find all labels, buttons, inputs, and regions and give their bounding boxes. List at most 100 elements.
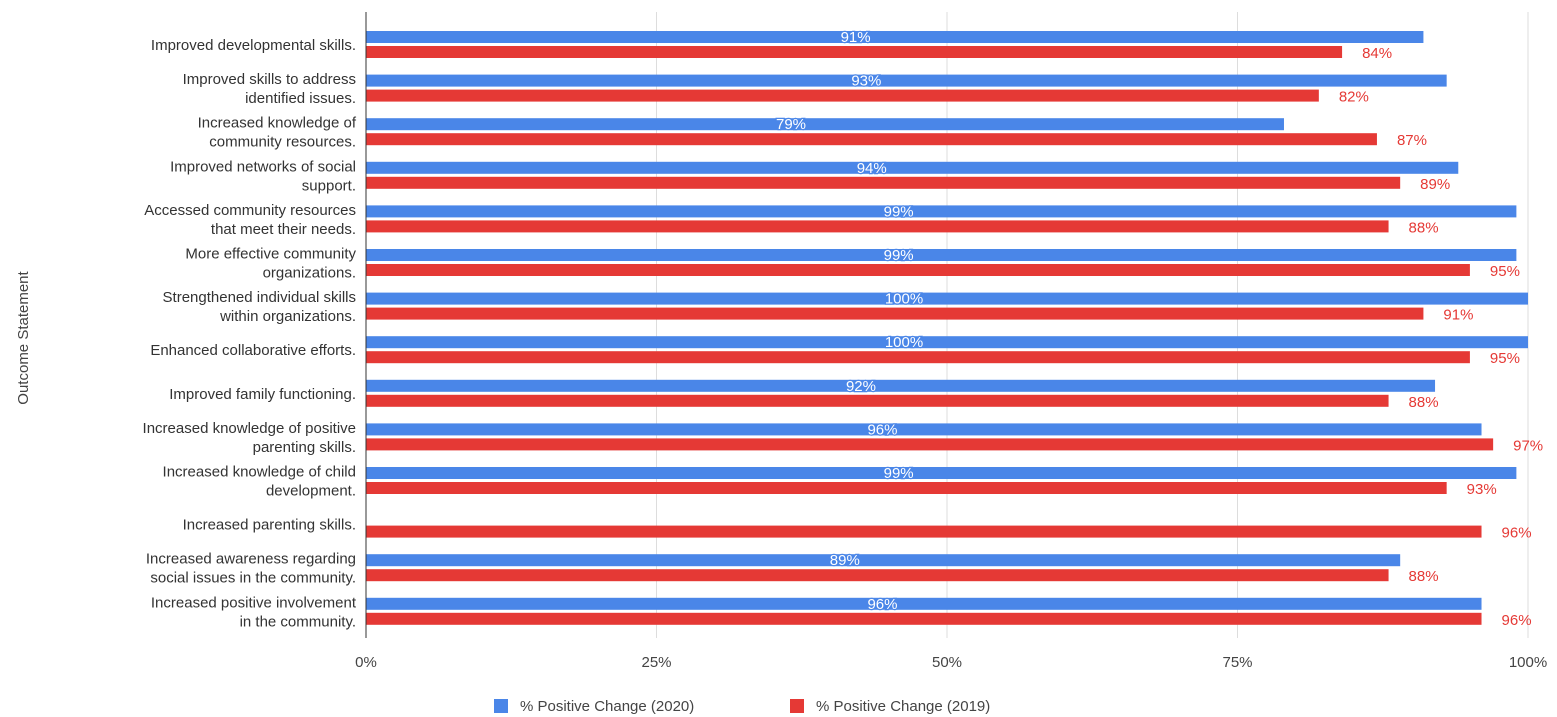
- category-label-line: parenting skills.: [253, 439, 356, 456]
- bar-2019[interactable]: [366, 394, 1389, 407]
- legend-item-2020[interactable]: % Positive Change (2020): [494, 698, 694, 715]
- data-label-2019: 88%: [1409, 394, 1439, 411]
- category-label-line: Increased knowledge of: [198, 115, 357, 132]
- bar-2020[interactable]: [366, 379, 1436, 392]
- legend-swatch: [790, 699, 804, 713]
- category-label-line: More effective community: [185, 246, 356, 263]
- bar-2020[interactable]: [366, 597, 1482, 610]
- data-label-2020: 79%: [776, 116, 806, 133]
- bar-2019[interactable]: [366, 89, 1319, 102]
- x-tick-label: 50%: [932, 654, 962, 671]
- bar-2020[interactable]: [366, 74, 1447, 87]
- category-label-line: Strengthened individual skills: [163, 289, 356, 306]
- bar-2019[interactable]: [366, 438, 1494, 451]
- gridlines: [656, 12, 1529, 638]
- category-label: Increased knowledge of community resource…: [198, 115, 357, 151]
- category-label-line: Increased positive involvement: [151, 594, 357, 611]
- category-label: Increased positive involvement in the com…: [151, 594, 357, 630]
- bar-2019[interactable]: [366, 133, 1377, 146]
- bar-2020[interactable]: [366, 205, 1517, 218]
- bar-2019[interactable]: [366, 220, 1389, 233]
- bar-2019[interactable]: [366, 351, 1470, 364]
- bar-2019[interactable]: [366, 612, 1482, 625]
- data-label-2019: 87%: [1397, 132, 1427, 149]
- category-label: Increased knowledge of child development.: [163, 464, 356, 500]
- category-label-line: Improved developmental skills.: [151, 37, 356, 54]
- data-label-2020: 96%: [867, 421, 897, 438]
- category-label: Increased knowledge of positive parenting…: [143, 420, 356, 456]
- category-label-line: Enhanced collaborative efforts.: [150, 342, 356, 359]
- data-label-2020: 100%: [885, 334, 923, 351]
- bar-2019[interactable]: [366, 307, 1424, 320]
- bar-2020[interactable]: [366, 336, 1528, 349]
- category-label: Improved family functioning.: [169, 386, 356, 403]
- category-label: Enhanced collaborative efforts.: [150, 342, 356, 359]
- data-label-2020: 99%: [884, 465, 914, 482]
- bar-2019[interactable]: [366, 569, 1389, 582]
- category-label-line: Accessed community resources: [144, 202, 356, 219]
- bar-2019[interactable]: [366, 176, 1401, 189]
- category-label-line: Increased knowledge of positive: [143, 420, 356, 437]
- bar-2020[interactable]: [366, 118, 1284, 131]
- bar-2020[interactable]: [366, 161, 1459, 174]
- category-label-line: Improved networks of social: [170, 158, 356, 175]
- category-label-line: social issues in the community.: [150, 570, 356, 587]
- data-label-2019: 95%: [1490, 263, 1520, 280]
- data-label-2020: 99%: [884, 203, 914, 220]
- bar-2020[interactable]: [366, 467, 1517, 479]
- data-label-2020: 100%: [885, 291, 923, 308]
- bars: [366, 31, 1528, 625]
- data-label-2020: 94%: [857, 160, 887, 177]
- legend-swatch: [494, 699, 508, 713]
- legend-item-2019[interactable]: % Positive Change (2019): [790, 698, 990, 715]
- data-label-2019: 95%: [1490, 350, 1520, 367]
- bar-2019[interactable]: [366, 264, 1470, 276]
- category-label-line: Increased awareness regarding: [146, 551, 356, 568]
- category-label: Increased awareness regarding social issu…: [146, 551, 356, 587]
- bar-2019[interactable]: [366, 525, 1482, 538]
- data-label-2019: 84%: [1362, 45, 1392, 62]
- data-labels: 91% 84% 93% 82% 79% 87% 94% 89% 99% 88% 99% 95% 100%…: [775, 28, 1543, 629]
- data-label-2019: 89%: [1420, 176, 1450, 193]
- category-label-line: Increased knowledge of child: [163, 464, 356, 481]
- x-tick-label: 100%: [1509, 654, 1547, 671]
- legend-label: % Positive Change (2020): [520, 698, 694, 715]
- data-label-2019: 88%: [1409, 568, 1439, 585]
- data-label-2019: 96%: [1502, 525, 1532, 542]
- data-label-2019: 97%: [1513, 437, 1543, 454]
- category-label: Improved networks of social support.: [170, 158, 356, 194]
- category-label-line: support.: [302, 177, 356, 194]
- category-label-line: organizations.: [263, 265, 356, 282]
- data-label-2020: 93%: [851, 73, 881, 90]
- data-label-2019: 82%: [1339, 89, 1369, 106]
- data-label-2019: 88%: [1409, 219, 1439, 236]
- x-tick-label: 0%: [355, 654, 377, 671]
- category-label: Improved developmental skills.: [151, 37, 356, 54]
- bar-2020[interactable]: [366, 292, 1528, 305]
- bar-2019[interactable]: [366, 46, 1343, 58]
- data-label-2020: 89%: [830, 552, 860, 569]
- data-label-2020: 99%: [884, 247, 914, 264]
- category-label-line: identified issues.: [245, 90, 356, 107]
- legend[interactable]: % Positive Change (2020) % Positive Chang…: [494, 698, 990, 715]
- x-tick-labels: 0% 25% 50% 75% 100%: [355, 654, 1547, 671]
- bar-2020[interactable]: [366, 249, 1517, 261]
- category-labels: Improved developmental skills. Improved s…: [143, 37, 357, 630]
- bar-2020[interactable]: [366, 31, 1424, 43]
- category-label: Improved skills to address identified iss…: [183, 71, 356, 107]
- data-label-2020: 96%: [867, 596, 897, 613]
- category-label-line: Improved family functioning.: [169, 386, 356, 403]
- data-label-2019: 93%: [1467, 481, 1497, 498]
- y-axis-title: Outcome Statement: [15, 270, 32, 404]
- data-label-2019: 91%: [1443, 307, 1473, 324]
- category-label-line: in the community.: [240, 613, 356, 630]
- bar-2020[interactable]: [366, 423, 1482, 436]
- x-tick-label: 25%: [641, 654, 671, 671]
- x-tick-label: 75%: [1222, 654, 1252, 671]
- bar-2019[interactable]: [366, 482, 1447, 494]
- bar-2020[interactable]: [366, 554, 1401, 567]
- category-label: Strengthened individual skills within org…: [163, 289, 356, 325]
- legend-label: % Positive Change (2019): [816, 698, 990, 715]
- data-label-2020: 91%: [841, 29, 871, 46]
